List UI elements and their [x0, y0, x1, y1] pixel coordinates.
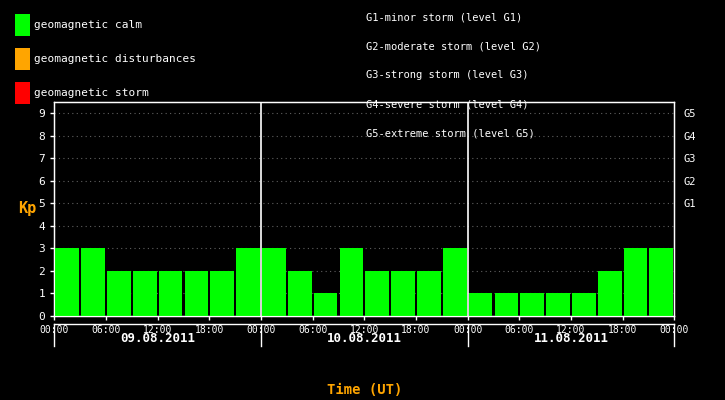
Text: G1-minor storm (level G1): G1-minor storm (level G1)	[366, 13, 523, 23]
Bar	[572, 294, 596, 316]
Text: G4-severe storm (level G4): G4-severe storm (level G4)	[366, 99, 529, 109]
Bar	[262, 248, 286, 316]
Y-axis label: Kp: Kp	[18, 202, 36, 216]
Bar	[314, 294, 337, 316]
Text: geomagnetic storm: geomagnetic storm	[34, 88, 149, 98]
Bar	[598, 271, 621, 316]
Text: 09.08.2011: 09.08.2011	[120, 332, 195, 344]
Bar	[288, 271, 312, 316]
Bar	[468, 294, 492, 316]
Text: G5-extreme storm (level G5): G5-extreme storm (level G5)	[366, 128, 535, 138]
Bar	[546, 294, 570, 316]
Bar	[494, 294, 518, 316]
Bar	[107, 271, 130, 316]
Bar	[210, 271, 234, 316]
Bar	[443, 248, 467, 316]
Text: Time (UT): Time (UT)	[327, 383, 402, 397]
Bar	[650, 248, 674, 316]
Bar	[417, 271, 441, 316]
Bar	[339, 248, 363, 316]
Bar	[236, 248, 260, 316]
Bar	[159, 271, 183, 316]
Text: G2-moderate storm (level G2): G2-moderate storm (level G2)	[366, 42, 541, 52]
Bar	[185, 271, 208, 316]
Bar	[55, 248, 79, 316]
Text: 11.08.2011: 11.08.2011	[534, 332, 608, 344]
Text: 10.08.2011: 10.08.2011	[327, 332, 402, 344]
Bar	[81, 248, 105, 316]
Text: G3-strong storm (level G3): G3-strong storm (level G3)	[366, 70, 529, 80]
Text: geomagnetic disturbances: geomagnetic disturbances	[34, 54, 196, 64]
Text: geomagnetic calm: geomagnetic calm	[34, 20, 142, 30]
Bar	[624, 248, 647, 316]
Bar	[133, 271, 157, 316]
Bar	[392, 271, 415, 316]
Bar	[365, 271, 389, 316]
Bar	[521, 294, 544, 316]
